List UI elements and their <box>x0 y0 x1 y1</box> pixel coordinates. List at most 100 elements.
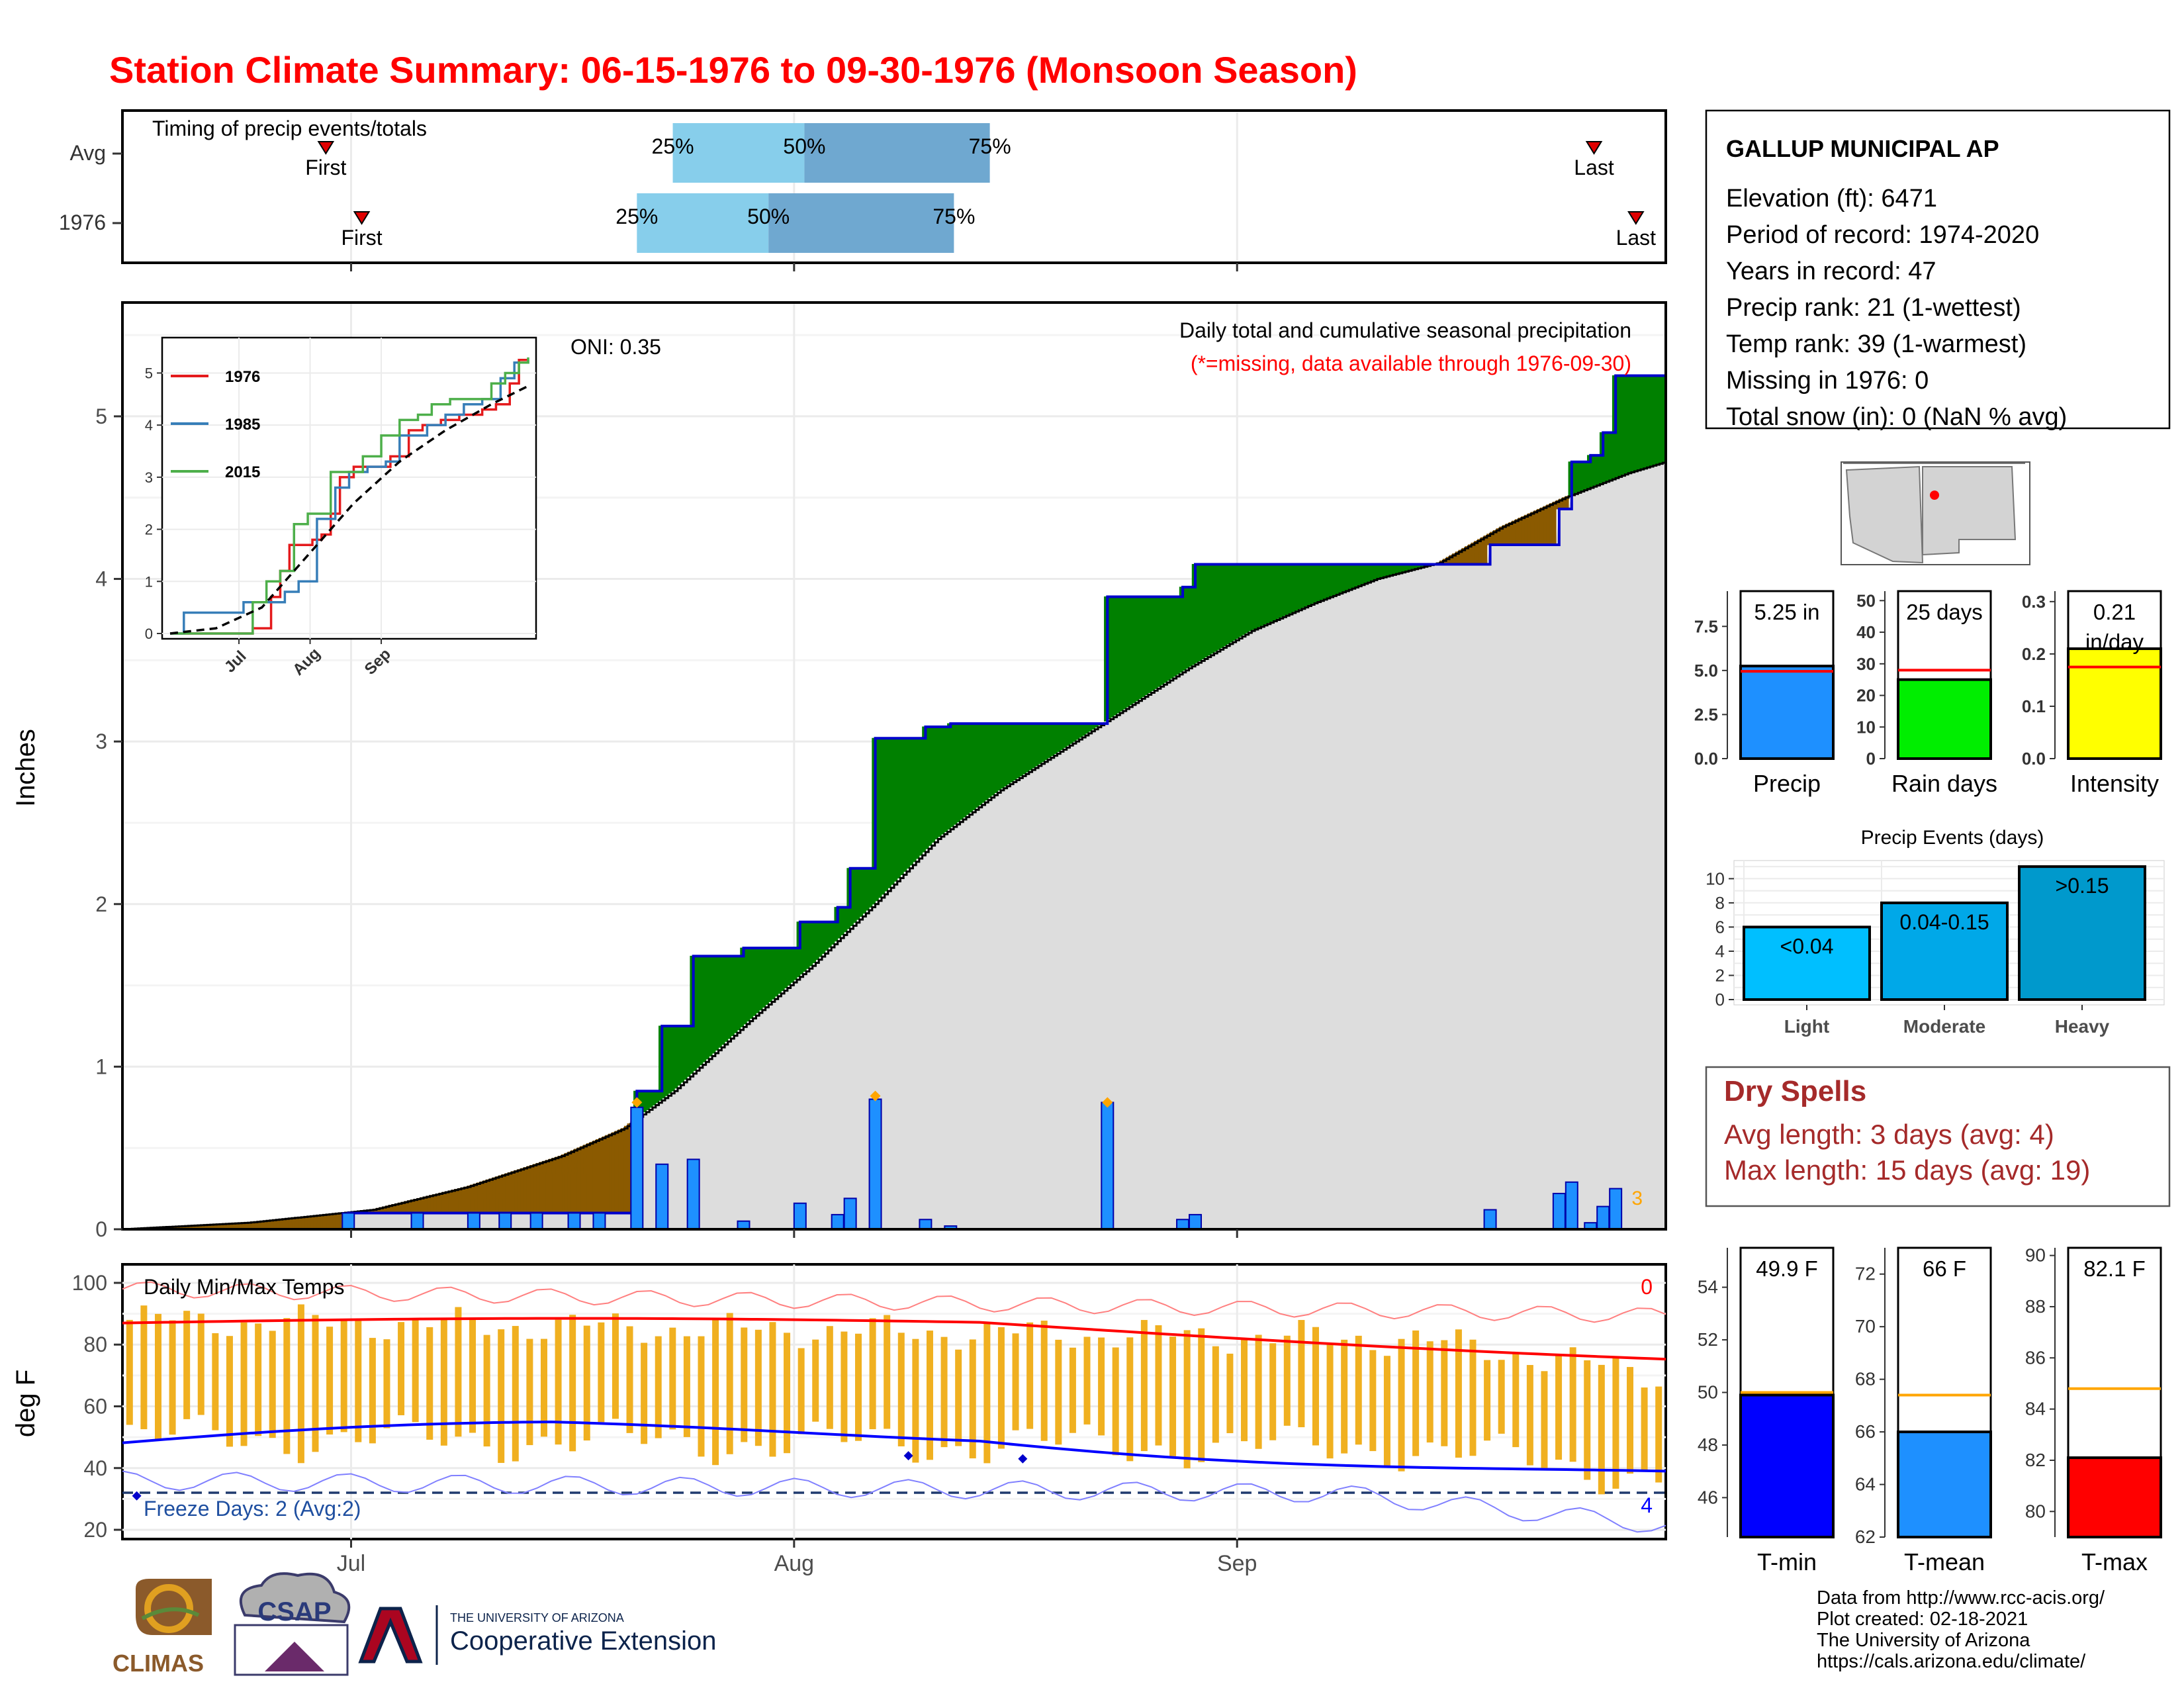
extreme-event-marker <box>870 1090 881 1102</box>
temperature-summary-bars: 46 48 50 52 54 49.9 F T-min 62 64 66 68 70 72 66 F T-m… <box>1698 1245 2162 1575</box>
daily-precip-bar <box>592 1212 606 1231</box>
daily-temp-bar <box>1055 1339 1062 1445</box>
freeze-days-count: 4 <box>1641 1493 1653 1517</box>
station-box-frame <box>1705 109 2171 430</box>
daily-precip-bar <box>843 1197 857 1231</box>
tick-label: 1 <box>95 1055 107 1078</box>
daily-temp-bar <box>483 1335 490 1447</box>
daily-temp-bar <box>1283 1335 1291 1426</box>
tick-label: 2 <box>1715 965 1725 985</box>
timing-row-avg-label: Avg <box>69 141 106 165</box>
daily-precip-bar <box>655 1163 669 1231</box>
daily-temp-bar <box>669 1327 676 1430</box>
daily-temp-bar <box>183 1311 191 1419</box>
daily-temp-bar <box>855 1333 862 1441</box>
daily-precip-bar <box>793 1202 807 1231</box>
daily-temp-bar <box>169 1320 176 1435</box>
tick-label: 54 <box>1698 1277 1718 1297</box>
quartile-bar-25-50 <box>637 193 769 253</box>
tick-label: 0.0 <box>2022 749 2046 769</box>
daily-temp-bar <box>1555 1355 1563 1460</box>
daily-temp-bar <box>540 1338 547 1437</box>
legend-label: 1976 <box>225 368 260 386</box>
tick-label: 20 <box>1856 686 1876 706</box>
tick-label: 100 <box>72 1271 107 1295</box>
event-category-label: Moderate <box>1903 1016 1985 1037</box>
tick-label: 4 <box>95 567 107 591</box>
tick-label: 0 <box>1866 749 1876 769</box>
daily-temp-bar <box>826 1326 833 1429</box>
daily-temp-bar <box>1512 1354 1520 1448</box>
record-high-line <box>122 1281 1666 1323</box>
daily-temp-bar <box>754 1329 762 1446</box>
daily-temp-bar <box>1398 1338 1405 1472</box>
daily-temp-bar <box>1484 1360 1491 1441</box>
credit-line: Plot created: 02-18-2021 <box>1817 1609 2028 1630</box>
daily-precip-bar <box>529 1212 543 1231</box>
daily-temp-bar <box>212 1333 219 1430</box>
station-line: Precip rank: 21 (1-wettest) <box>1726 294 2021 322</box>
daily-temp-bar <box>884 1315 891 1429</box>
daily-temp-bar <box>1140 1320 1148 1452</box>
tick-label: 0.3 <box>2022 592 2046 612</box>
tick-label: 2.5 <box>1694 704 1718 724</box>
record-min-marker <box>903 1451 913 1461</box>
tick-label: 7.5 <box>1694 616 1718 636</box>
tick-label: 0.1 <box>2022 696 2046 716</box>
csap-logo: CSAP <box>234 1572 351 1676</box>
bar-headroom <box>1739 1246 1835 1396</box>
locator-map <box>1841 461 2030 565</box>
tick-label: 5 <box>145 365 153 381</box>
month-axis-labels: Jul Aug Sep <box>337 1539 1257 1576</box>
new-mexico-shape <box>1922 466 2017 556</box>
daily-precip-bar <box>831 1213 844 1231</box>
precip-y-label: Inches <box>11 729 40 807</box>
precip-header: Daily total and cumulative seasonal prec… <box>1179 318 1631 342</box>
daily-precip-bar <box>686 1158 700 1231</box>
daily-temp-bar <box>1627 1367 1634 1474</box>
dry-spells-box: Dry Spells Avg length: 3 days (avg: 4) M… <box>1705 1066 2171 1207</box>
tick-label: 0 <box>95 1217 107 1241</box>
value-label: 5.25 in <box>1754 600 1819 624</box>
tick-label: 5.0 <box>1694 661 1718 680</box>
csap-logo-text: CSAP <box>257 1597 331 1626</box>
daily-temp-bar <box>1369 1350 1377 1452</box>
credit-line: https://cals.arizona.edu/climate/ <box>1817 1651 2086 1672</box>
freeze-days-label: Freeze Days: 2 (Avg:2) <box>144 1497 361 1521</box>
value-label: 49.9 F <box>1756 1256 1818 1281</box>
temp-y-label: deg F <box>11 1370 40 1437</box>
record-low-line <box>122 1470 1666 1533</box>
event-bar <box>1743 925 1871 1002</box>
station-line: Temp rank: 39 (1-warmest) <box>1726 330 2026 358</box>
daily-temp-bar <box>1012 1333 1019 1430</box>
p75-label: 75% <box>969 134 1011 158</box>
tick-label: 3 <box>95 729 107 753</box>
tick-label: 80 <box>83 1333 107 1356</box>
daily-temp-bar <box>655 1336 662 1438</box>
daily-temp-bar <box>1269 1343 1277 1440</box>
last-event-marker <box>1585 141 1603 155</box>
tick-label: 64 <box>1855 1474 1876 1495</box>
avg-min-line <box>122 1421 1666 1473</box>
daily-precip-bar <box>341 1212 355 1231</box>
daily-temp-bar <box>1326 1342 1334 1459</box>
university-of-arizona-logo: THE UNIVERSITY OF ARIZONA Cooperative Ex… <box>358 1605 716 1665</box>
daily-temp-bar <box>555 1319 562 1445</box>
last-event-label: Last <box>1616 226 1657 250</box>
daily-temp-bar <box>197 1313 205 1415</box>
cumulative-1976-line <box>122 374 1666 1231</box>
p50-label: 50% <box>783 134 825 158</box>
daily-temp-bar <box>283 1318 291 1454</box>
daily-temp-bar <box>140 1305 148 1430</box>
tick-label: 52 <box>1698 1329 1718 1350</box>
daily-temp-bar <box>297 1304 304 1464</box>
inset-series-lines <box>169 357 529 635</box>
daily-temp-bar <box>784 1333 791 1454</box>
daily-temp-bar <box>1083 1336 1091 1425</box>
first-event-marker <box>317 141 335 155</box>
daily-temp-bar <box>741 1327 748 1442</box>
csap-cloud <box>239 1572 351 1624</box>
summary-bar-charts: 0.0 2.5 5.0 7.5 5.25 in Precip 0 10 20 30 40 50 25 d… <box>1694 590 2162 797</box>
station-line: Elevation (ft): 6471 <box>1726 185 1937 212</box>
